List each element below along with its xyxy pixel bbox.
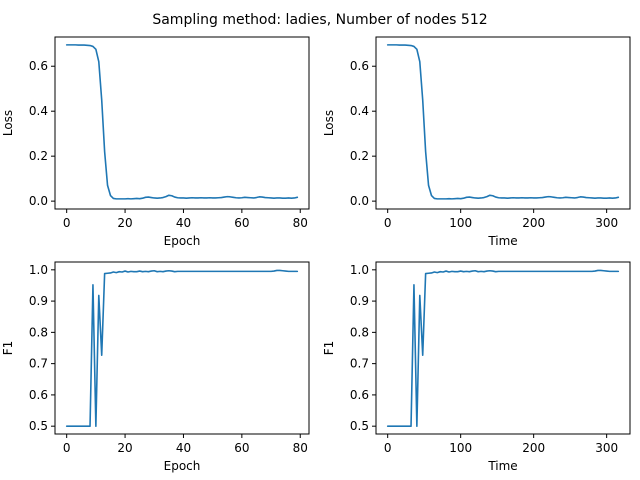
series-line-1 — [65, 269, 299, 427]
y-tick-label: 0.8 — [350, 325, 369, 339]
x-tick-label: 80 — [293, 441, 308, 455]
series-line-1 — [386, 269, 620, 427]
y-tick-label: 0.4 — [29, 104, 48, 118]
axes-frame — [54, 261, 310, 435]
x-tick-label: 300 — [595, 441, 618, 455]
x-tick-label: 0 — [384, 441, 392, 455]
x-tick-label: 300 — [595, 216, 618, 230]
x-axis-label: Epoch — [164, 234, 201, 248]
y-tick-label: 0.2 — [350, 149, 369, 163]
y-axis-label: Loss — [1, 110, 15, 136]
x-tick-label: 60 — [234, 441, 249, 455]
subplot-1: 0 20 40 60 80 0.0 0.2 0.4 0.6 Epoch Loss — [1, 36, 310, 248]
x-tick-label: 80 — [293, 216, 308, 230]
y-tick-label: 0.0 — [350, 194, 369, 208]
y-tick-label: 0.5 — [29, 419, 48, 433]
x-tick-label: 40 — [176, 441, 191, 455]
y-tick-label: 0.6 — [29, 388, 48, 402]
axes-frame — [54, 36, 310, 210]
x-tick-label: 40 — [176, 216, 191, 230]
y-tick-label: 1.0 — [350, 263, 369, 277]
x-tick-label: 100 — [449, 216, 472, 230]
x-tick-label: 200 — [522, 216, 545, 230]
x-tick-label: 0 — [63, 441, 71, 455]
y-axis-label: Loss — [322, 110, 336, 136]
y-axis-label: F1 — [1, 341, 15, 356]
x-axis-label: Epoch — [164, 459, 201, 473]
figure-title: Sampling method: ladies, Number of nodes… — [152, 12, 487, 28]
series-line-1 — [65, 44, 299, 200]
subplot-2: 0 100 200 300 0.0 0.2 0.4 0.6 Time Loss — [322, 36, 631, 248]
y-tick-label: 0.9 — [29, 294, 48, 308]
y-tick-label: 0.0 — [29, 194, 48, 208]
series-line-1 — [386, 44, 620, 200]
y-tick-label: 0.2 — [29, 149, 48, 163]
y-tick-label: 0.7 — [29, 357, 48, 371]
y-axis-label: F1 — [322, 341, 336, 356]
y-tick-label: 0.9 — [350, 294, 369, 308]
x-tick-label: 0 — [63, 216, 71, 230]
x-tick-label: 20 — [117, 216, 132, 230]
axes-frame — [375, 36, 631, 210]
y-tick-label: 0.5 — [350, 419, 369, 433]
x-tick-label: 20 — [117, 441, 132, 455]
x-axis-label: Time — [487, 459, 517, 473]
y-tick-label: 0.6 — [29, 59, 48, 73]
x-tick-label: 60 — [234, 216, 249, 230]
axes-frame — [375, 261, 631, 435]
x-tick-label: 0 — [384, 216, 392, 230]
y-tick-label: 0.7 — [350, 357, 369, 371]
x-tick-label: 100 — [449, 441, 472, 455]
y-tick-label: 0.6 — [350, 59, 369, 73]
y-tick-label: 0.4 — [350, 104, 369, 118]
subplot-4: 0 100 200 300 0.5 0.6 0.7 0.8 0.9 1.0 Time F1 — [322, 261, 631, 473]
y-tick-label: 0.8 — [29, 325, 48, 339]
subplot-3: 0 20 40 60 80 0.5 0.6 0.7 0.8 0.9 1.0 Epoch F1 — [1, 261, 310, 473]
x-tick-label: 200 — [522, 441, 545, 455]
x-axis-label: Time — [487, 234, 517, 248]
y-tick-label: 1.0 — [29, 263, 48, 277]
y-tick-label: 0.6 — [350, 388, 369, 402]
